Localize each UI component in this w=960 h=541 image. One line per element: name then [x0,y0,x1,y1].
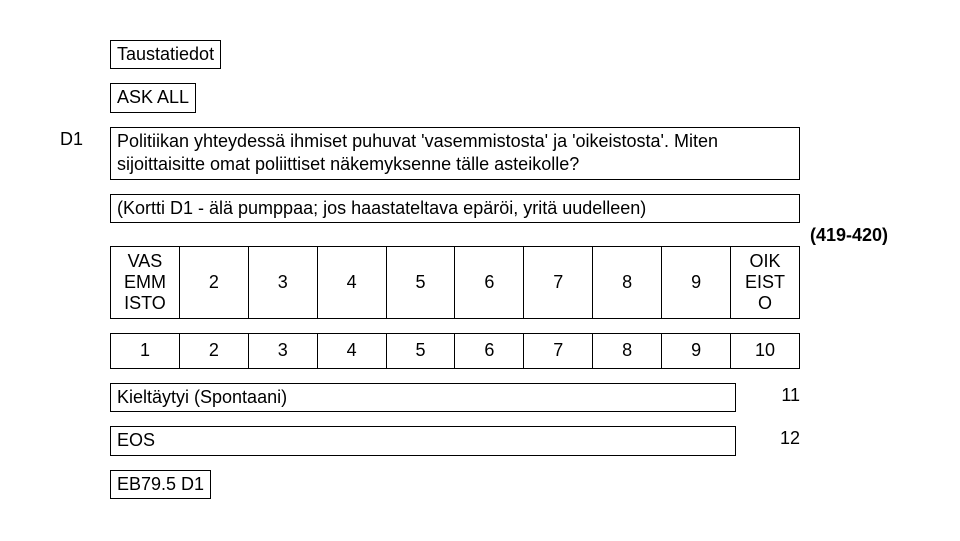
instruction-text: (Kortti D1 - älä pumppaa; jos haastatelt… [110,194,800,223]
scale-top-row: VAS EMM ISTO 2 3 4 5 6 7 8 9 OIK EIST O [110,246,800,319]
scale-top-cell: 5 [386,246,455,318]
scale-bottom-cell: 6 [455,333,524,368]
dk-value: 12 [760,426,800,455]
scale-top-cell: 3 [248,246,317,318]
scale-bottom-row: 1 2 3 4 5 6 7 8 9 10 [110,333,800,369]
scale-bottom-cell: 1 [111,333,180,368]
scale-bottom-cell: 2 [179,333,248,368]
scale-top-cell: 4 [317,246,386,318]
scale-right-label: OIK EIST O [731,246,800,318]
scale-bottom-cell: 10 [731,333,800,368]
scale-bottom-cell: 9 [662,333,731,368]
scale-bottom-cell: 3 [248,333,317,368]
ask-all: ASK ALL [110,83,196,112]
scale-top-cell: 7 [524,246,593,318]
question-text: Politiikan yhteydessä ihmiset puhuvat 'v… [110,127,800,180]
dk-label: EOS [110,426,736,455]
scale-top-cell: 2 [179,246,248,318]
scale-top-cell: 9 [662,246,731,318]
section-title: Taustatiedot [110,40,221,69]
scale-bottom-cell: 7 [524,333,593,368]
scale-left-label: VAS EMM ISTO [111,246,180,318]
refused-label: Kieltäytyi (Spontaani) [110,383,736,412]
scale-top-cell: 6 [455,246,524,318]
question-id: D1 [60,127,100,150]
scale-top-cell: 8 [593,246,662,318]
scale-bottom-cell: 5 [386,333,455,368]
footer-ref: EB79.5 D1 [110,470,211,499]
scale-bottom-cell: 8 [593,333,662,368]
question-code: (419-420) [810,225,900,246]
refused-value: 11 [760,383,800,412]
scale-bottom-cell: 4 [317,333,386,368]
